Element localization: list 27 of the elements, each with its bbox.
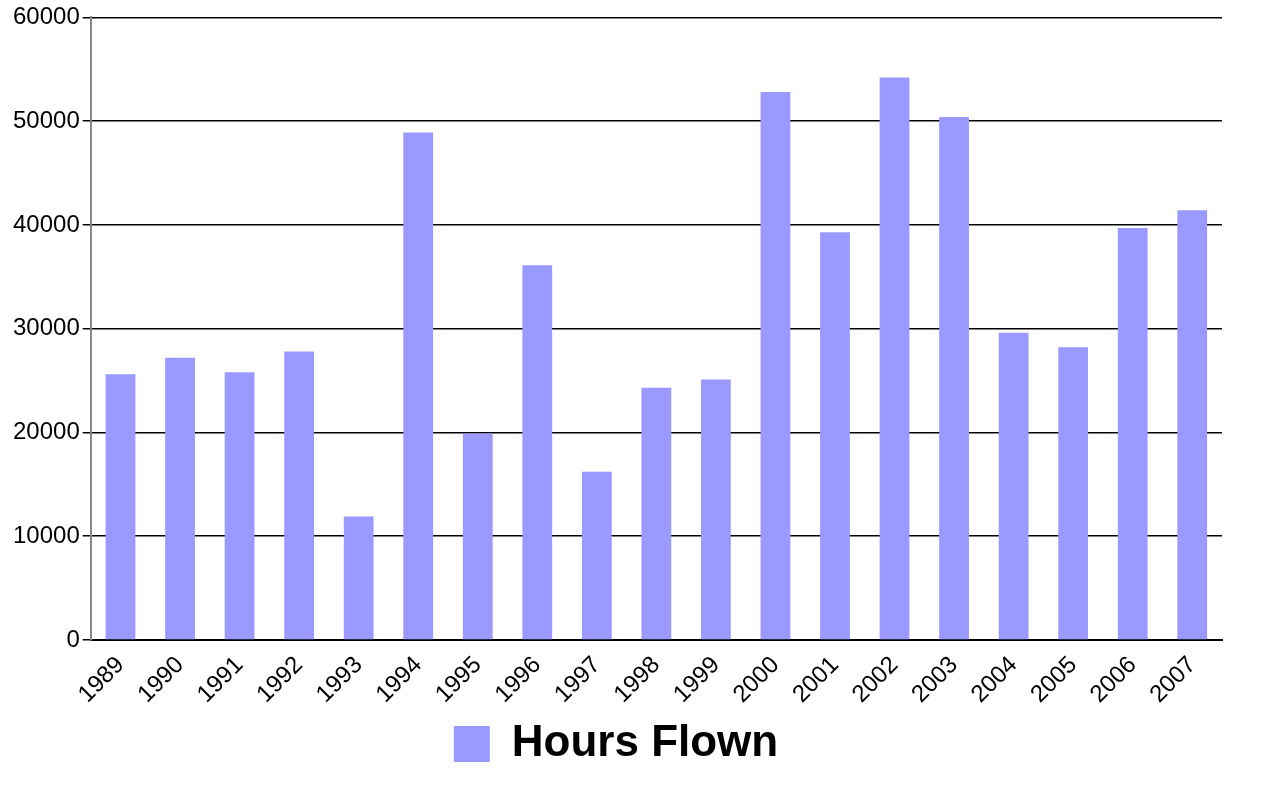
bar	[1117, 228, 1148, 640]
bar	[939, 117, 969, 640]
bar	[879, 77, 910, 640]
bar	[403, 132, 434, 640]
y-tick-label: 30000	[12, 313, 80, 341]
bar	[581, 471, 612, 640]
bar	[284, 351, 315, 640]
bar	[701, 379, 731, 640]
y-tick-label: 40000	[12, 209, 80, 237]
y-tick-label: 0	[66, 624, 80, 652]
y-tick-label: 60000	[12, 2, 80, 30]
y-tick-label: 10000	[12, 520, 80, 548]
bar	[820, 232, 850, 640]
bar	[522, 265, 553, 640]
bar	[998, 332, 1029, 640]
bar	[462, 433, 493, 640]
y-tick-label: 50000	[12, 105, 80, 133]
bar	[1177, 210, 1208, 640]
bar	[105, 374, 136, 640]
bar	[641, 387, 672, 640]
bar	[224, 372, 255, 640]
y-tick-label: 20000	[12, 417, 80, 445]
bar	[760, 92, 791, 640]
bar	[343, 516, 374, 640]
bar	[1058, 347, 1089, 640]
legend-label: Hours Flown	[511, 716, 779, 766]
bar	[165, 357, 195, 640]
